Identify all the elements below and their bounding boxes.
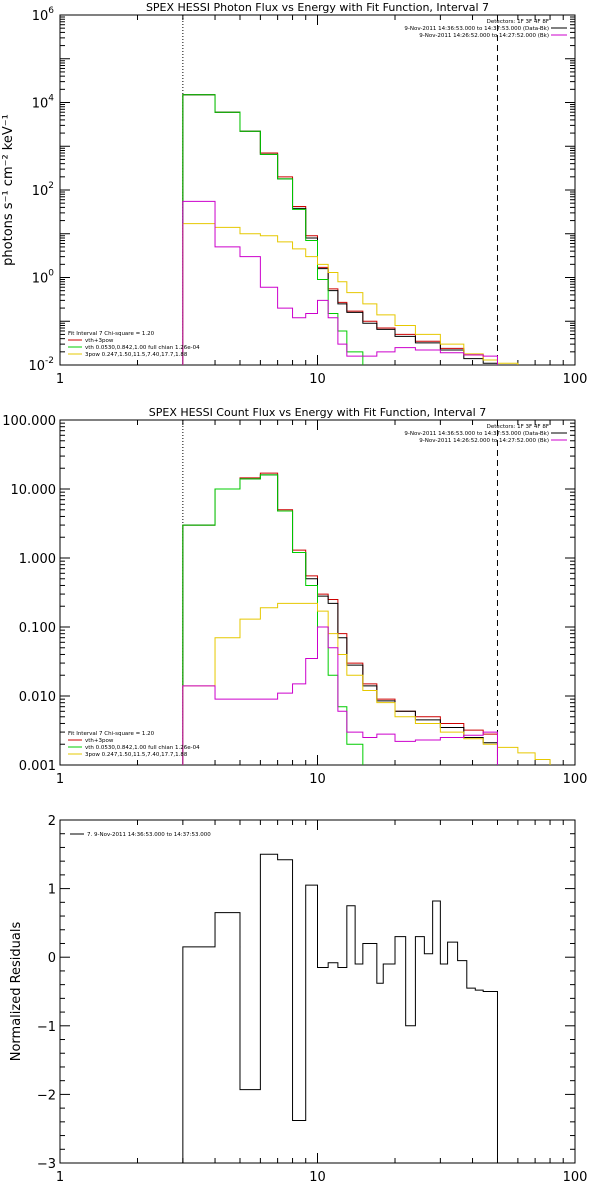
legend-bottom-left-entry: 3pow 0.247,1.50,11.5,7.40,17.7,1.88	[85, 752, 188, 758]
y-tick-label: 102	[32, 181, 54, 199]
legend-entry: 7. 9-Nov-2011 14:36:53.000 to 14:37:53.0…	[87, 832, 211, 838]
x-tick-label: 10	[309, 772, 326, 787]
chart-title: SPEX HESSI Count Flux vs Energy with Fit…	[149, 406, 486, 419]
x-tick-label: 100	[563, 772, 588, 787]
series-group	[182, 94, 519, 365]
chart-title: SPEX HESSI Photon Flux vs Energy with Fi…	[146, 1, 489, 14]
series-Bk	[182, 626, 498, 765]
x-tick-label: 100	[563, 372, 588, 387]
y-tick-label: 106	[32, 6, 55, 24]
y-tick-label: 10-2	[28, 356, 54, 374]
legend-fit-header: Fit Interval 7 Chi-square = 1.20	[68, 731, 155, 737]
y-tick-label: 0.100	[19, 621, 56, 636]
legend-fit-header: Fit Interval 7 Chi-square = 1.20	[68, 331, 155, 337]
y-ticks	[60, 422, 575, 766]
y-axis-label: photons s⁻¹ cm⁻² keV⁻¹	[1, 114, 16, 266]
y-tick-label: 100.000	[2, 414, 56, 429]
series-group	[182, 853, 498, 1163]
series-Data-Bk	[182, 94, 498, 365]
series-vth+3pow	[182, 472, 498, 765]
x-ticks	[59, 15, 576, 365]
series-3pow	[182, 223, 519, 365]
panel-1: SPEX HESSI Photon Flux vs Energy with Fi…	[1, 1, 588, 387]
y-tick-label: 104	[32, 94, 55, 112]
legend-top-right-entry: 9-Nov-2011 14:26:52.000 to 14:27:52.000 …	[419, 438, 549, 444]
legend-bottom-left-entry: vth+3pow	[85, 738, 114, 744]
y-tick-label: 10.000	[11, 483, 57, 498]
panel-3: 1 10 100 −3 −2 −1 0 1 2 Normalized Residuals 7. 9-…	[9, 814, 588, 1185]
x-tick-label: 100	[563, 1170, 588, 1185]
series-group	[182, 472, 551, 765]
y-tick-label: 0.010	[19, 690, 56, 705]
y-tick-label: −2	[37, 1088, 56, 1103]
panel-2: SPEX HESSI Count Flux vs Energy with Fit…	[2, 406, 588, 787]
legend-bottom-left-entry: vth 0.0530,0.842,1.00 full chian 1.26e-0…	[85, 745, 200, 751]
x-tick-label: 10	[309, 372, 326, 387]
y-ticks	[60, 16, 575, 366]
series-residuals	[182, 853, 498, 1163]
series-Bk	[182, 200, 498, 365]
series-vth	[182, 94, 364, 365]
legend-top-right-entry: 9-Nov-2011 14:36:53.000 to 14:37:53.000 …	[404, 26, 549, 32]
legend-bottom-left-entry: vth+3pow	[85, 338, 114, 344]
legend-top-right-entry: Detectors: 1F 3F 4F 8F	[487, 19, 549, 25]
legend-top-right-entry: 9-Nov-2011 14:26:52.000 to 14:27:52.000 …	[419, 33, 549, 39]
legend-bottom-left-entry: 3pow 0.247,1.50,11.5,7.40,17.7,1.88	[85, 352, 188, 358]
y-tick-label: 2	[48, 814, 56, 829]
series-Data-Bk	[182, 474, 498, 765]
y-tick-label: 1	[48, 883, 56, 898]
x-tick-label: 1	[56, 1170, 64, 1185]
legend-top-right-entry: Detectors: 1F 3F 4F 8F	[487, 424, 549, 430]
legend-bottom-left-entry: vth 0.0530,0.842,1.00 full chian 1.26e-0…	[85, 345, 200, 351]
legend-top-right-entry: 9-Nov-2011 14:36:53.000 to 14:37:53.000 …	[404, 431, 549, 437]
x-tick-label: 1	[56, 772, 64, 787]
y-tick-label: 1.000	[19, 552, 56, 567]
x-tick-label: 1	[56, 372, 64, 387]
y-axis-label: Normalized Residuals	[9, 922, 24, 1062]
y-ticks	[60, 819, 575, 1164]
y-tick-label: −1	[37, 1020, 56, 1035]
y-tick-label: −3	[37, 1157, 56, 1172]
y-tick-label: 0	[48, 951, 56, 966]
y-tick-label: 0.001	[19, 759, 56, 774]
series-vth	[182, 474, 364, 765]
y-tick-label: 100	[32, 269, 55, 287]
x-tick-label: 10	[309, 1170, 326, 1185]
